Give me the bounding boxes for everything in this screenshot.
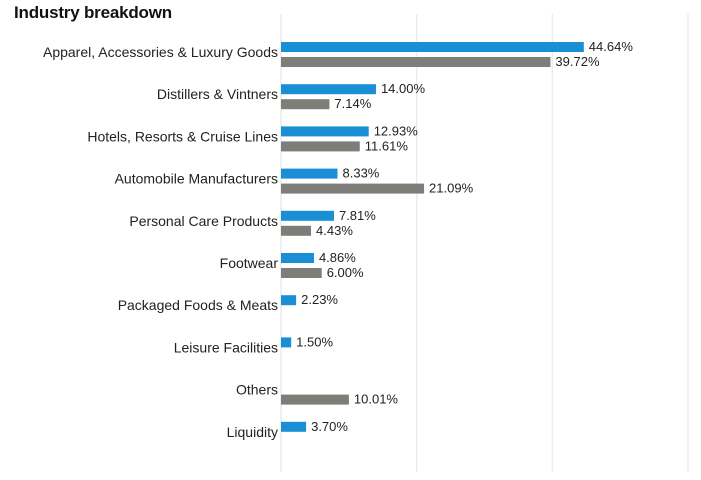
data-label: 12.93%	[374, 123, 419, 138]
category-label: Footwear	[220, 255, 279, 271]
category-label: Others	[236, 382, 278, 398]
data-label: 7.14%	[334, 96, 371, 111]
data-label: 44.64%	[589, 39, 634, 54]
data-label: 2.23%	[301, 292, 338, 307]
data-label: 4.86%	[319, 250, 356, 265]
category-label: Automobile Manufacturers	[115, 171, 278, 187]
bar	[281, 57, 551, 67]
bar	[281, 268, 322, 278]
data-label: 7.81%	[339, 208, 376, 223]
bar	[281, 210, 334, 221]
data-label: 14.00%	[381, 81, 426, 96]
data-label: 4.43%	[316, 223, 353, 238]
category-label: Hotels, Resorts & Cruise Lines	[87, 128, 278, 144]
bar	[281, 168, 338, 179]
chart-title: Industry breakdown	[14, 3, 172, 22]
data-label: 8.33%	[343, 166, 380, 181]
category-label: Leisure Facilities	[174, 339, 278, 355]
bar	[281, 225, 312, 236]
bar	[281, 42, 584, 52]
bar	[281, 337, 292, 348]
data-label: 3.70%	[311, 419, 348, 434]
category-label: Distillers & Vintners	[157, 86, 278, 102]
bar	[281, 126, 369, 137]
data-label: 39.72%	[555, 54, 600, 69]
data-label: 1.50%	[296, 334, 333, 349]
data-label: 21.09%	[429, 181, 474, 196]
bar	[281, 183, 425, 194]
data-label: 11.61%	[365, 138, 409, 153]
bar	[281, 141, 360, 152]
bar	[281, 421, 307, 432]
category-label: Apparel, Accessories & Luxury Goods	[43, 44, 278, 60]
data-label: 6.00%	[327, 265, 364, 280]
bar	[281, 394, 349, 405]
bar	[281, 99, 330, 110]
bar	[281, 84, 376, 95]
data-label: 10.01%	[354, 392, 399, 407]
category-label: Personal Care Products	[129, 213, 278, 229]
category-label: Packaged Foods & Meats	[118, 297, 278, 313]
category-label: Liquidity	[227, 424, 278, 440]
bar	[281, 295, 297, 306]
bar	[281, 253, 314, 263]
